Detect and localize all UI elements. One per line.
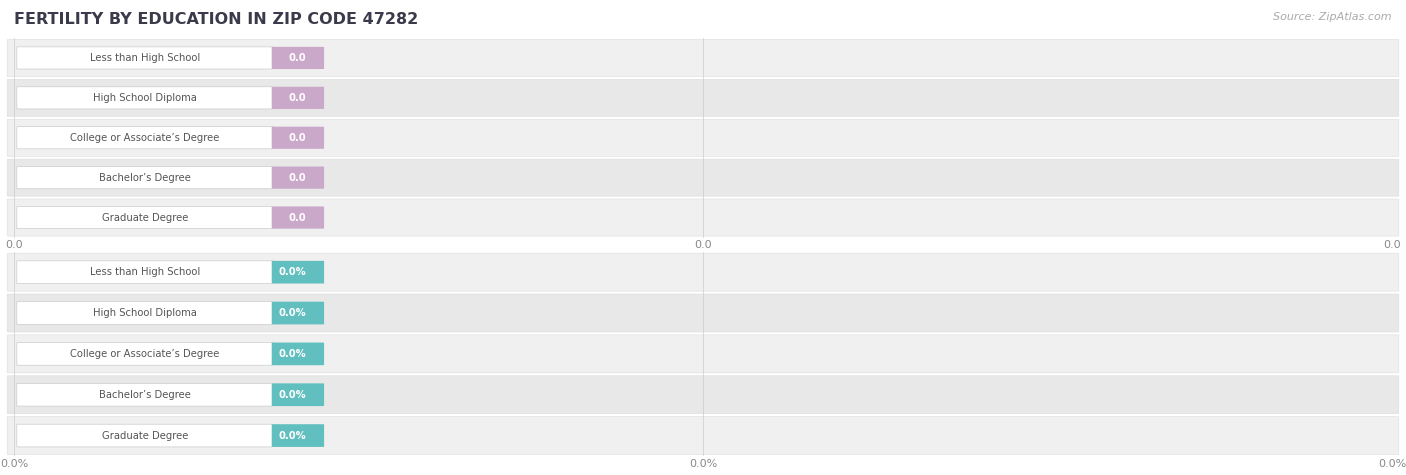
FancyBboxPatch shape	[271, 167, 325, 189]
FancyBboxPatch shape	[271, 207, 325, 228]
FancyBboxPatch shape	[17, 383, 273, 406]
Text: 0.0: 0.0	[288, 212, 307, 223]
FancyBboxPatch shape	[7, 335, 1399, 373]
FancyBboxPatch shape	[271, 87, 325, 109]
FancyBboxPatch shape	[17, 127, 273, 149]
FancyBboxPatch shape	[271, 383, 325, 406]
FancyBboxPatch shape	[271, 424, 325, 447]
Text: 0.0%: 0.0%	[278, 308, 307, 318]
Text: 0.0: 0.0	[288, 93, 307, 103]
FancyBboxPatch shape	[17, 87, 273, 109]
FancyBboxPatch shape	[17, 207, 273, 228]
Text: 0.0: 0.0	[288, 172, 307, 183]
FancyBboxPatch shape	[7, 376, 1399, 414]
Text: 0.0%: 0.0%	[278, 267, 307, 277]
FancyBboxPatch shape	[7, 199, 1399, 236]
FancyBboxPatch shape	[7, 294, 1399, 332]
FancyBboxPatch shape	[17, 261, 273, 284]
FancyBboxPatch shape	[7, 417, 1399, 455]
Text: 0.0%: 0.0%	[278, 349, 307, 359]
Text: 0.0%: 0.0%	[278, 390, 307, 400]
Text: 0.0: 0.0	[288, 53, 307, 63]
FancyBboxPatch shape	[17, 342, 273, 365]
Text: Less than High School: Less than High School	[90, 53, 200, 63]
FancyBboxPatch shape	[17, 424, 273, 447]
FancyBboxPatch shape	[271, 261, 325, 284]
FancyBboxPatch shape	[17, 167, 273, 189]
Text: Less than High School: Less than High School	[90, 267, 200, 277]
FancyBboxPatch shape	[17, 47, 273, 69]
FancyBboxPatch shape	[7, 39, 1399, 76]
FancyBboxPatch shape	[7, 119, 1399, 156]
FancyBboxPatch shape	[271, 127, 325, 149]
Text: 0.0%: 0.0%	[278, 430, 307, 441]
Text: Graduate Degree: Graduate Degree	[101, 212, 188, 223]
Text: FERTILITY BY EDUCATION IN ZIP CODE 47282: FERTILITY BY EDUCATION IN ZIP CODE 47282	[14, 12, 419, 27]
Text: College or Associate’s Degree: College or Associate’s Degree	[70, 349, 219, 359]
FancyBboxPatch shape	[7, 253, 1399, 291]
FancyBboxPatch shape	[7, 159, 1399, 196]
Text: College or Associate’s Degree: College or Associate’s Degree	[70, 133, 219, 143]
Text: 0.0: 0.0	[288, 133, 307, 143]
Text: High School Diploma: High School Diploma	[93, 93, 197, 103]
FancyBboxPatch shape	[7, 79, 1399, 116]
Text: Source: ZipAtlas.com: Source: ZipAtlas.com	[1274, 12, 1392, 22]
FancyBboxPatch shape	[271, 342, 325, 365]
Text: Bachelor’s Degree: Bachelor’s Degree	[98, 172, 191, 183]
FancyBboxPatch shape	[271, 47, 325, 69]
Text: High School Diploma: High School Diploma	[93, 308, 197, 318]
FancyBboxPatch shape	[17, 302, 273, 324]
Text: Graduate Degree: Graduate Degree	[101, 430, 188, 441]
Text: Bachelor’s Degree: Bachelor’s Degree	[98, 390, 191, 400]
FancyBboxPatch shape	[271, 302, 325, 324]
